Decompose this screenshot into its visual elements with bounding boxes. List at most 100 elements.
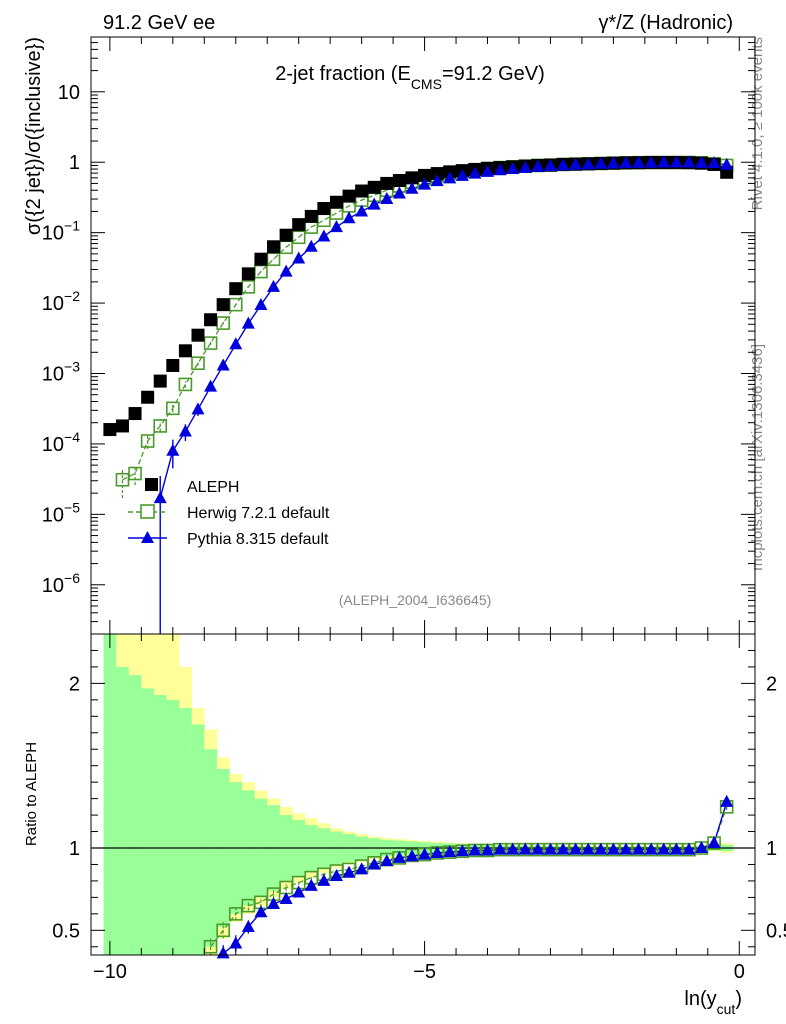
pythia-point — [418, 177, 432, 190]
aleph-point — [392, 174, 406, 188]
herwig-point — [166, 401, 180, 416]
pythia-point — [166, 443, 180, 456]
tick-base: 10 — [42, 504, 64, 526]
pythia-point — [556, 158, 570, 171]
ratio-pythia-point — [518, 842, 532, 855]
main-x-ticks — [109, 37, 740, 634]
tick-base: 10 — [42, 575, 64, 597]
ratio-pythia-point — [355, 862, 369, 875]
pythia-point — [695, 155, 709, 168]
ratio-pythia-point — [569, 842, 583, 855]
pythia-point — [367, 197, 381, 210]
main-y-tick-label: 10−6 — [42, 570, 80, 597]
herwig-point — [140, 434, 155, 448]
ratio-y-tick-label-left: 1 — [69, 838, 80, 860]
pythia-point — [430, 174, 444, 187]
aleph-point — [329, 195, 343, 209]
ratio-pythia-point — [229, 936, 243, 949]
ratio-pythia-point — [380, 854, 394, 867]
ratio-pythia-point — [682, 842, 696, 855]
plot-title-subscript: CMS — [411, 76, 442, 92]
pythia-point — [229, 337, 243, 350]
legend-aleph-label: ALEPH — [187, 479, 239, 496]
x-axis-label-subscript: cut — [717, 1001, 736, 1017]
herwig-point — [241, 280, 256, 294]
ratio-pythia-point — [367, 857, 381, 870]
tick-exponent: −2 — [64, 288, 80, 304]
pythia-point — [392, 186, 406, 199]
ratio-pythia-point — [594, 842, 608, 855]
ratio-plot-frame — [90, 633, 756, 956]
ratio-pythia-point — [267, 896, 281, 909]
herwig-point — [216, 316, 230, 330]
plot-title: 2-jet fraction (ECMS=91.2 GeV) — [275, 63, 545, 92]
ratio-y-tick-labels: 0.5 0.5 1 1 2 2 — [52, 673, 786, 942]
tick-exponent: −4 — [64, 429, 80, 445]
ratio-pythia-point — [418, 847, 432, 860]
ratio-herwig-point — [203, 939, 218, 954]
tick-exponent: −3 — [64, 359, 80, 375]
x-axis-label-tail: ) — [735, 988, 742, 1010]
pythia-point — [153, 491, 167, 504]
ratio-ticks — [91, 633, 755, 955]
aleph-point — [355, 184, 369, 198]
pythia-point — [204, 379, 218, 392]
legend-herwig-label: Herwig 7.2.1 default — [187, 505, 330, 522]
ratio-pythia-point — [292, 885, 306, 898]
ratio-pythia-point — [304, 878, 318, 891]
aleph-point — [367, 180, 381, 194]
pythia-point — [178, 424, 192, 437]
pythia-point — [581, 157, 595, 170]
ratio-pythia-point — [216, 946, 230, 959]
pythia-point — [304, 239, 318, 252]
ratio-pythia-point — [468, 843, 482, 856]
aleph-point — [380, 176, 394, 190]
main-y-ticks — [91, 36, 755, 635]
pythia-point — [669, 155, 683, 168]
pythia-point — [506, 162, 520, 175]
ratio-pythia-point — [405, 849, 419, 862]
legend: ALEPH Herwig 7.2.1 default Pythia 8.315 … — [128, 478, 330, 548]
rivet-version-label: Rivet 4.1.0, ≥ 100k events — [749, 37, 766, 210]
ratio-stat-uncertainty-band — [179, 708, 193, 955]
ratio-pythia-point — [581, 842, 595, 855]
herwig-point — [228, 297, 243, 312]
ratio-stat-uncertainty-band — [141, 688, 155, 955]
legend-herwig-marker — [140, 504, 155, 519]
ratio-stat-uncertainty-band — [128, 675, 142, 955]
pythia-point — [543, 159, 557, 172]
main-y-tick-label: 1 — [69, 152, 80, 174]
header-right-label: γ*/Z (Hadronic) — [599, 12, 733, 34]
ratio-y-tick-label-left: 0.5 — [52, 920, 80, 942]
ratio-pythia-point — [342, 865, 356, 878]
ratio-pythia-point — [531, 842, 545, 855]
aleph-point — [430, 167, 444, 181]
pythia-point — [355, 204, 369, 217]
pythia-point — [241, 316, 255, 329]
aleph-point — [279, 228, 293, 242]
aleph-point — [267, 240, 281, 254]
ratio-pythia-point — [543, 842, 557, 855]
pythia-point — [606, 156, 620, 169]
ratio-pythia-point — [669, 842, 683, 855]
header-left-label: 91.2 GeV ee — [103, 12, 215, 34]
pythia-line — [159, 161, 727, 499]
pythia-point — [632, 155, 646, 168]
ratio-pythia-point — [707, 836, 721, 849]
pythia-point — [443, 171, 457, 184]
main-series-layer — [103, 155, 734, 634]
pythia-point — [380, 192, 394, 205]
pythia-point — [455, 168, 469, 181]
ratio-pythia-point — [644, 842, 658, 855]
pythia-point — [267, 279, 281, 292]
pythia-point — [619, 156, 633, 169]
ratio-pythia-point — [556, 842, 570, 855]
aleph-point — [115, 419, 129, 433]
x-tick-label: −5 — [413, 961, 436, 983]
ratio-pythia-point — [720, 794, 734, 807]
ratio-pythia-point — [430, 845, 444, 858]
pythia-point — [254, 297, 268, 310]
